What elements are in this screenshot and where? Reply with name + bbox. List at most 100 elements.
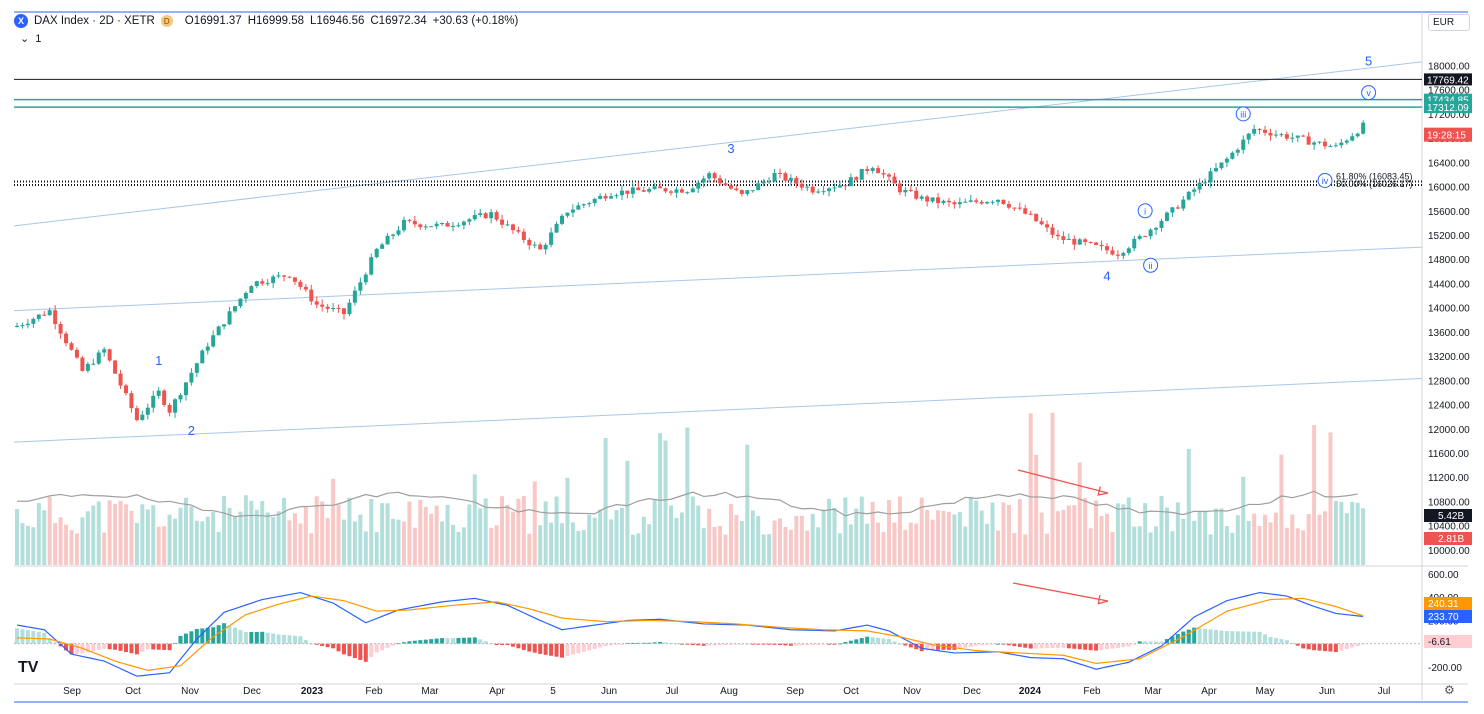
- candle: [74, 347, 79, 359]
- macd-histogram-bar: [739, 643, 744, 645]
- volume-bar: [1333, 501, 1338, 565]
- volume-bar: [1121, 504, 1126, 565]
- interval-toggle[interactable]: 1: [35, 32, 42, 45]
- macd-histogram-bar: [1295, 643, 1300, 646]
- macd-histogram-bar: [663, 642, 668, 644]
- candle-body: [832, 187, 837, 189]
- volume-bar: [1159, 495, 1164, 565]
- volume-bar: [832, 507, 837, 565]
- volume-bar: [609, 519, 614, 565]
- candle: [674, 186, 679, 198]
- volume-bar: [756, 516, 761, 565]
- candle-body: [701, 178, 706, 183]
- price-axis-tick: 16400.00: [1428, 158, 1470, 169]
- candle: [282, 274, 287, 282]
- macd-histogram-bar: [1186, 629, 1191, 644]
- volume-bar: [1350, 501, 1355, 565]
- candle-body: [336, 307, 341, 309]
- chevron-down-icon[interactable]: ⌄: [20, 33, 30, 45]
- macd-histogram-bar: [1203, 628, 1208, 644]
- volume-bar: [936, 510, 941, 565]
- candle-body: [1214, 168, 1218, 172]
- candle: [1344, 139, 1349, 145]
- macd-histogram-bar: [145, 643, 150, 650]
- candle: [401, 216, 406, 233]
- candle: [985, 201, 990, 205]
- candle-body: [1361, 122, 1366, 134]
- candle: [1290, 132, 1295, 143]
- macd-histogram-bar: [91, 643, 96, 652]
- candle-body: [1034, 213, 1039, 222]
- volume-bar: [903, 529, 908, 565]
- macd-histogram-bar: [810, 643, 815, 646]
- candle: [521, 228, 526, 244]
- currency-selector[interactable]: EUR: [1428, 14, 1470, 31]
- macd-histogram-bar: [287, 635, 292, 644]
- candle-body: [20, 325, 25, 327]
- macd-histogram-bar: [778, 643, 782, 646]
- macd-histogram-bar: [1344, 643, 1349, 650]
- candle: [25, 319, 30, 329]
- macd-histogram-bar: [314, 643, 319, 645]
- symbol-title[interactable]: DAX Index · 2D · XETR: [34, 15, 155, 27]
- gear-icon[interactable]: ⚙: [1444, 683, 1455, 697]
- candle-body: [707, 173, 712, 179]
- candle-body: [80, 357, 85, 371]
- candle: [347, 299, 352, 317]
- volume-bar: [979, 510, 984, 565]
- candle-body: [1295, 135, 1300, 138]
- candle: [778, 168, 782, 179]
- candle-body: [1339, 142, 1344, 146]
- macd-histogram-bar: [429, 639, 434, 644]
- time-axis-tick: May: [1256, 686, 1275, 697]
- macd-histogram-bar: [434, 638, 439, 644]
- macd-histogram-bar: [64, 643, 69, 651]
- macd-histogram-bar: [249, 632, 254, 644]
- time-axis-tick: Apr: [1201, 686, 1217, 697]
- candle: [178, 393, 183, 403]
- candle: [1083, 237, 1088, 246]
- candle-body: [778, 172, 782, 174]
- candle: [892, 172, 897, 184]
- candle: [1214, 163, 1218, 173]
- macd-histogram-bar: [445, 638, 450, 644]
- volume-bar: [941, 510, 946, 565]
- wave-label: 4: [1103, 268, 1110, 283]
- candle-body: [1317, 141, 1322, 143]
- channel-mid-line: [13, 246, 1423, 312]
- candle: [418, 223, 423, 230]
- candle-body: [543, 244, 548, 250]
- symbol-logo-icon[interactable]: X: [14, 14, 28, 28]
- signal-readout: 240.31: [1428, 599, 1459, 610]
- candle: [407, 218, 412, 223]
- volume-bar: [1034, 454, 1039, 565]
- macd-histogram-bar: [538, 643, 543, 654]
- candle: [1301, 134, 1306, 138]
- candle: [1115, 250, 1120, 260]
- candle: [64, 331, 69, 347]
- candle: [516, 226, 521, 234]
- price-pane[interactable]: 18000.0017600.0017200.0016800.0016400.00…: [13, 11, 1472, 703]
- macd-histogram-bar: [679, 643, 684, 645]
- candle: [391, 233, 396, 240]
- macd-histogram-bar: [1306, 643, 1311, 650]
- candle-body: [292, 277, 297, 282]
- volume-bar: [1023, 534, 1028, 565]
- candle: [1072, 235, 1077, 250]
- candle-body: [102, 349, 107, 353]
- candle: [1208, 167, 1213, 188]
- macd-histogram-bar: [1012, 643, 1017, 647]
- volume-bar: [876, 522, 881, 565]
- volume-bar: [625, 460, 630, 565]
- macd-histogram-bar: [260, 631, 265, 644]
- candle-body: [1077, 239, 1082, 245]
- volume-bar: [183, 497, 188, 565]
- candle-body: [652, 186, 657, 189]
- candle: [1137, 234, 1142, 241]
- volume-bar: [1028, 413, 1033, 565]
- macd-histogram-bar: [876, 637, 881, 644]
- macd-histogram-bar: [543, 643, 548, 655]
- macd-histogram-bar: [1224, 631, 1229, 644]
- macd-histogram-bar: [957, 643, 962, 649]
